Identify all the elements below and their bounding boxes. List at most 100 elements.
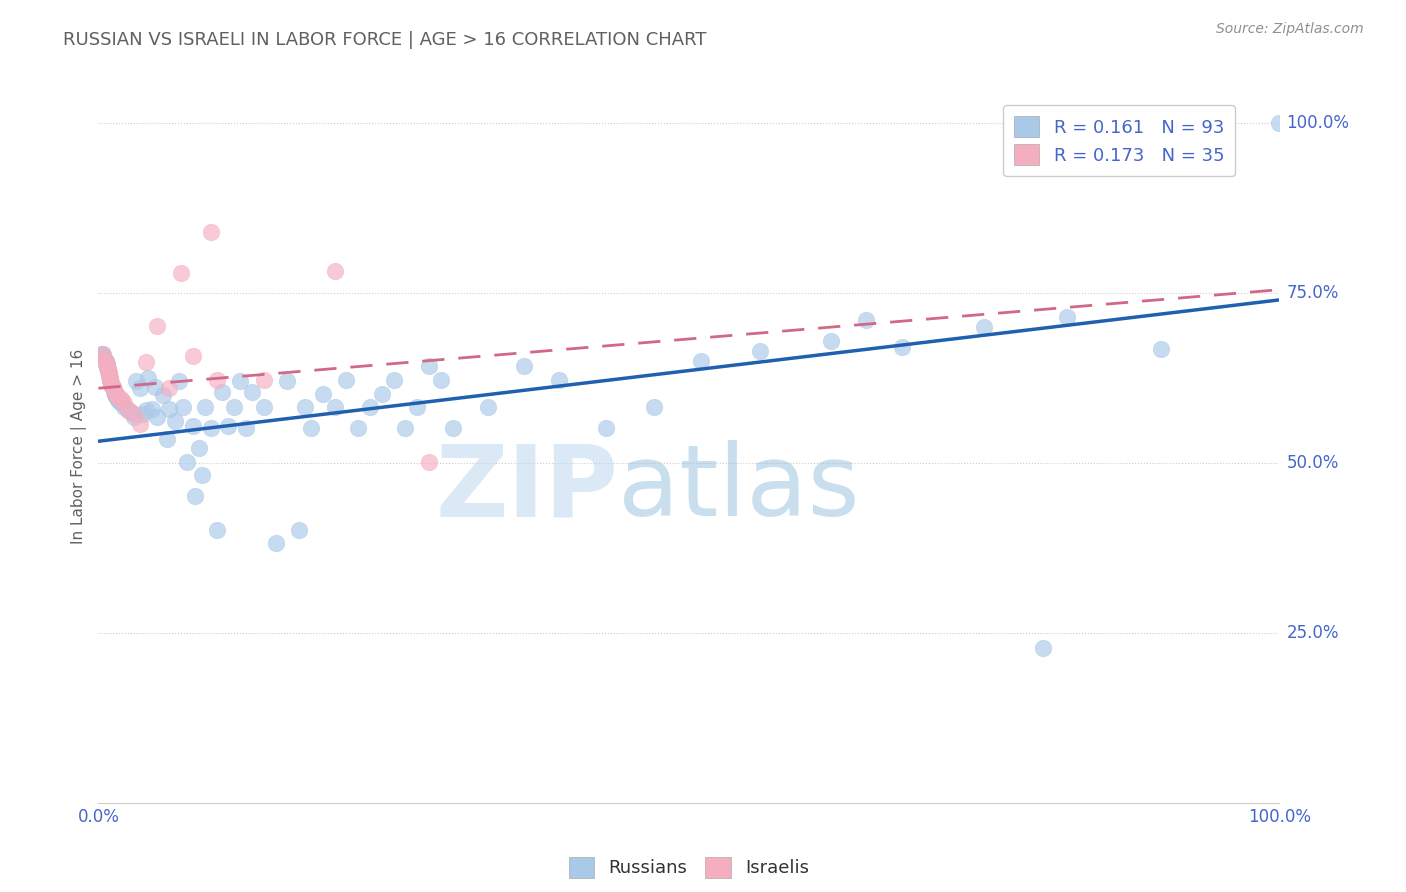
Point (643, 401, 665, 415)
Point (98, 368, 121, 382)
Point (359, 401, 381, 415)
Point (94, 355, 117, 369)
Point (91, 347, 114, 361)
Point (122, 407, 145, 421)
Text: Source: ZipAtlas.com: Source: ZipAtlas.com (1216, 22, 1364, 37)
Point (97, 364, 120, 378)
Text: 50.0%: 50.0% (1286, 454, 1339, 472)
Point (108, 394, 131, 409)
Point (181, 418, 204, 433)
Point (100, 376, 122, 390)
Text: 75.0%: 75.0% (1286, 284, 1339, 302)
Legend: Russians, Israelis: Russians, Israelis (560, 847, 818, 887)
Point (253, 373, 276, 387)
Text: 100.0%: 100.0% (1286, 114, 1350, 132)
Point (94, 354, 117, 368)
Point (96, 360, 118, 375)
Point (97, 364, 120, 378)
Point (157, 381, 180, 395)
Point (105, 389, 128, 403)
Point (128, 381, 150, 395)
Point (146, 409, 169, 424)
Point (224, 401, 246, 415)
Point (394, 420, 416, 434)
Text: 25.0%: 25.0% (1286, 624, 1339, 642)
Point (595, 420, 617, 434)
Point (135, 355, 157, 369)
Point (418, 455, 440, 469)
Point (96, 359, 118, 374)
Point (167, 375, 190, 389)
Point (172, 401, 194, 415)
Point (101, 380, 124, 394)
Point (112, 396, 135, 410)
Point (146, 318, 169, 333)
Point (100, 377, 122, 392)
Point (98, 373, 121, 387)
Text: ZIP: ZIP (436, 441, 619, 537)
Point (125, 375, 148, 389)
Point (1056, 310, 1078, 324)
Point (101, 381, 124, 395)
Point (105, 392, 128, 406)
Point (122, 409, 145, 424)
Point (104, 386, 127, 401)
Point (335, 373, 357, 387)
Point (107, 393, 129, 408)
Point (371, 386, 394, 401)
Point (211, 384, 233, 399)
Point (890, 341, 912, 355)
Point (253, 401, 276, 415)
Point (312, 386, 335, 401)
Point (1268, 116, 1291, 130)
Point (855, 313, 877, 327)
Text: RUSSIAN VS ISRAELI IN LABOR FORCE | AGE > 16 CORRELATION CHART: RUSSIAN VS ISRAELI IN LABOR FORCE | AGE … (63, 31, 707, 49)
Point (264, 536, 287, 550)
Point (98, 373, 121, 387)
Point (299, 420, 322, 434)
Point (108, 392, 131, 406)
Point (382, 373, 405, 387)
Point (98, 369, 121, 384)
Point (105, 386, 128, 401)
Point (152, 388, 174, 402)
Point (135, 403, 157, 417)
Point (93, 352, 115, 367)
Point (294, 401, 316, 415)
Point (418, 359, 440, 374)
Point (441, 420, 464, 434)
Point (184, 489, 207, 503)
Point (200, 420, 222, 434)
Point (205, 523, 228, 537)
Point (96, 358, 118, 372)
Point (91, 347, 114, 361)
Point (93, 351, 115, 365)
Point (170, 266, 193, 280)
Point (430, 373, 453, 387)
Point (105, 389, 128, 403)
Point (181, 349, 204, 363)
Point (235, 420, 257, 434)
Point (156, 432, 179, 446)
Point (240, 384, 263, 399)
Point (117, 403, 139, 417)
Point (104, 384, 127, 399)
Point (128, 417, 150, 431)
Point (98, 371, 121, 385)
Point (100, 376, 122, 390)
Point (112, 401, 135, 415)
Point (98, 371, 121, 385)
Point (477, 401, 499, 415)
Point (1150, 342, 1173, 356)
Point (176, 455, 198, 469)
Point (200, 225, 222, 239)
Y-axis label: In Labor Force | Age > 16: In Labor Force | Age > 16 (72, 349, 87, 543)
Point (101, 380, 124, 394)
Point (111, 393, 134, 408)
Text: atlas: atlas (619, 441, 859, 537)
Point (117, 403, 139, 417)
Point (276, 375, 298, 389)
Point (323, 401, 346, 415)
Point (121, 405, 143, 419)
Point (94, 355, 117, 369)
